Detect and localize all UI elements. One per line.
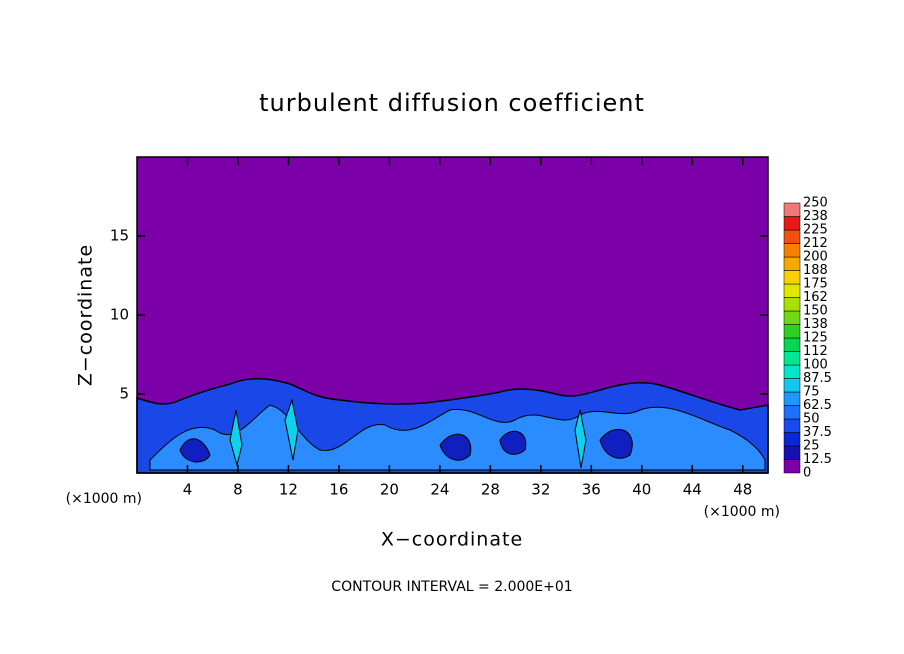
colorbar-label: 225 bbox=[803, 223, 828, 238]
x-tick-label: 8 bbox=[233, 481, 243, 499]
colorbar-band bbox=[783, 445, 801, 460]
colorbar-label: 112 bbox=[803, 344, 828, 359]
colorbar-label: 50 bbox=[803, 412, 820, 427]
x-scale-label-right: (×1000 m) bbox=[704, 504, 780, 520]
colorbar-label: 188 bbox=[803, 263, 828, 278]
colorbar-label: 250 bbox=[803, 196, 828, 211]
colorbar-band bbox=[783, 432, 801, 447]
colorbar-label: 0 bbox=[803, 466, 811, 481]
colorbar-label: 212 bbox=[803, 236, 828, 251]
colorbar-band bbox=[783, 351, 801, 366]
colorbar-band bbox=[783, 459, 801, 474]
colorbar-band bbox=[783, 391, 801, 406]
y-tick-label: 10 bbox=[110, 306, 129, 324]
colorbar-label: 37.5 bbox=[803, 425, 832, 440]
colorbar-label: 150 bbox=[803, 304, 828, 319]
colorbar-band bbox=[783, 324, 801, 339]
y-axis-title: Z−coordinate bbox=[75, 244, 97, 386]
colorbar-label: 75 bbox=[803, 385, 820, 400]
field bbox=[136, 157, 769, 474]
colorbar-band bbox=[783, 297, 801, 312]
colorbar-band bbox=[783, 270, 801, 285]
x-axis-title: X−coordinate bbox=[381, 529, 523, 551]
x-tick-label: 36 bbox=[582, 481, 601, 499]
colorbar-band bbox=[783, 378, 801, 393]
x-tick-label: 32 bbox=[531, 481, 550, 499]
colorbar-label: 175 bbox=[803, 277, 828, 292]
colorbar-band bbox=[783, 243, 801, 258]
colorbar-band bbox=[783, 202, 801, 217]
colorbar-band bbox=[783, 216, 801, 231]
x-tick-label: 20 bbox=[380, 481, 399, 499]
colorbar-label: 87.5 bbox=[803, 371, 832, 386]
contour-interval: CONTOUR INTERVAL = 2.000E+01 bbox=[331, 579, 572, 595]
colorbar-label: 238 bbox=[803, 209, 828, 224]
colorbar-band bbox=[783, 229, 801, 244]
colorbar-label: 62.5 bbox=[803, 398, 832, 413]
colorbar-band bbox=[783, 283, 801, 298]
colorbar-band bbox=[783, 364, 801, 379]
colorbar-label: 162 bbox=[803, 290, 828, 305]
x-tick-label: 48 bbox=[733, 481, 752, 499]
colorbar-label: 12.5 bbox=[803, 452, 832, 467]
x-tick-label: 12 bbox=[279, 481, 298, 499]
y-tick-label: 15 bbox=[110, 227, 129, 245]
colorbar-band bbox=[783, 418, 801, 433]
x-tick-label: 24 bbox=[430, 481, 449, 499]
colorbar-label: 100 bbox=[803, 358, 828, 373]
colorbar-band bbox=[783, 405, 801, 420]
x-scale-label: (×1000 m) bbox=[66, 491, 142, 507]
turbulent-peak bbox=[229, 398, 587, 469]
x-tick-label: 16 bbox=[329, 481, 348, 499]
colorbar-label: 138 bbox=[803, 317, 828, 332]
colorbar-band bbox=[783, 256, 801, 271]
x-tick-label: 4 bbox=[183, 481, 193, 499]
x-tick-label: 28 bbox=[481, 481, 500, 499]
x-tick-label: 40 bbox=[632, 481, 651, 499]
colorbar-label: 125 bbox=[803, 331, 828, 346]
chart-title: turbulent diffusion coefficient bbox=[259, 89, 645, 117]
x-tick-label: 44 bbox=[683, 481, 702, 499]
turbulent-blob bbox=[179, 428, 633, 463]
colorbar-label: 25 bbox=[803, 439, 820, 454]
colorbar-band bbox=[783, 310, 801, 325]
colorbar-band bbox=[783, 337, 801, 352]
y-tick-label: 5 bbox=[119, 385, 129, 403]
colorbar-label: 200 bbox=[803, 250, 828, 265]
